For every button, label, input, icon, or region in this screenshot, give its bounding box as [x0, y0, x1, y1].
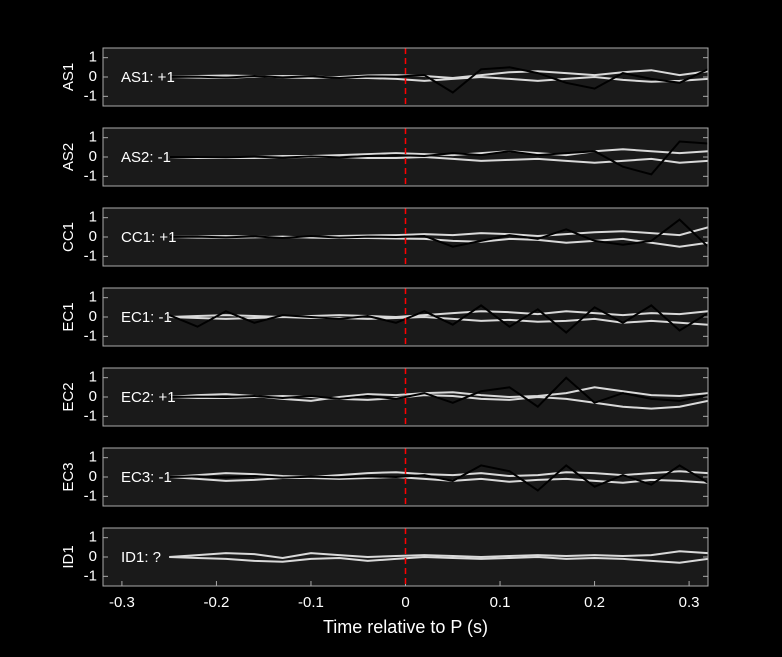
y-axis-label: EC1: [60, 302, 77, 331]
panel-frame: [102, 367, 709, 427]
y-tick-label: 0: [89, 548, 97, 565]
trace: [169, 155, 708, 164]
y-tick-label: 1: [89, 529, 97, 546]
x-tick-label: -0.2: [204, 594, 230, 611]
panel-frame: [102, 287, 709, 347]
trace: [169, 550, 708, 560]
x-tick-label: 0.2: [584, 594, 605, 611]
trace: [169, 475, 708, 484]
x-tick-label: 0: [401, 594, 409, 611]
y-tick-label: 0: [89, 308, 97, 325]
trace: [169, 470, 708, 479]
x-axis-label: Time relative to P (s): [323, 617, 488, 637]
x-tick-label: -0.1: [298, 594, 324, 611]
panel-frame: [102, 527, 709, 587]
y-axis-label: ID1: [60, 545, 77, 568]
y-tick-label: -1: [84, 87, 97, 104]
x-tick-label: -0.3: [109, 594, 135, 611]
panel-frame: [102, 207, 709, 267]
y-axis-label: EC3: [60, 462, 77, 491]
polarity-annotation: ID1: ?: [121, 549, 161, 566]
panel-frame: [102, 447, 709, 507]
x-tick-label: 0.3: [679, 594, 700, 611]
y-tick-label: 0: [89, 228, 97, 245]
panel-frame: [102, 127, 709, 187]
y-axis-label: AS2: [60, 143, 77, 171]
trace: [169, 376, 708, 408]
polarity-annotation: CC1: +1: [121, 229, 176, 246]
y-tick-label: 1: [89, 209, 97, 226]
x-tick-label: 0.1: [490, 594, 511, 611]
y-axis-label: EC2: [60, 382, 77, 411]
y-tick-label: 1: [89, 129, 97, 146]
y-tick-label: -1: [84, 327, 97, 344]
trace: [169, 555, 708, 564]
y-tick-label: 0: [89, 68, 97, 85]
trace: [169, 464, 708, 492]
trace: [168, 304, 708, 334]
y-tick-label: 1: [89, 49, 97, 66]
panel-background: [103, 528, 708, 586]
polarity-annotation: AS2: -1: [121, 149, 171, 166]
y-tick-label: 0: [89, 148, 97, 165]
y-tick-label: 0: [89, 468, 97, 485]
trace: [169, 66, 708, 94]
y-tick-label: -1: [84, 167, 97, 184]
trace: [169, 310, 708, 319]
trace: [169, 218, 708, 248]
polarity-annotation: EC3: -1: [121, 469, 172, 486]
y-axis-label: AS1: [60, 63, 77, 91]
y-tick-label: -1: [84, 487, 97, 504]
polarity-annotation: AS1: +1: [121, 69, 175, 86]
y-tick-label: 1: [89, 449, 97, 466]
y-tick-label: 1: [89, 369, 97, 386]
polarity-annotation: EC2: +1: [121, 389, 176, 406]
polarity-annotation: EC1: -1: [121, 309, 172, 326]
y-tick-label: -1: [84, 247, 97, 264]
y-tick-label: 0: [89, 388, 97, 405]
panel-frame: [102, 47, 709, 107]
trace: [169, 140, 708, 176]
y-tick-label: -1: [84, 567, 97, 584]
y-tick-label: 1: [89, 289, 97, 306]
y-tick-label: -1: [84, 407, 97, 424]
y-axis-label: CC1: [60, 222, 77, 252]
